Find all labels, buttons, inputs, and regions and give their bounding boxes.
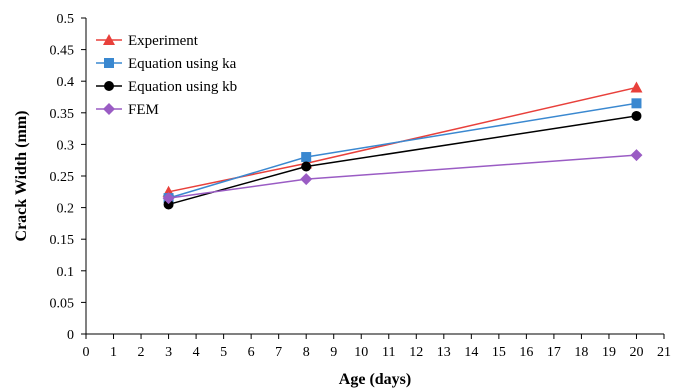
legend-marker (104, 58, 114, 68)
x-tick-label: 19 (602, 345, 616, 360)
y-tick-label: 0.4 (57, 75, 75, 90)
legend-item: Experiment (96, 33, 199, 49)
x-tick-label: 14 (464, 345, 478, 360)
legend: Experiment Equation using ka Equation usin… (96, 33, 237, 118)
y-tick-label: 0.25 (50, 170, 75, 185)
y-tick-label: 0.35 (50, 107, 75, 122)
series-layer (162, 81, 643, 210)
x-tick-label: 18 (574, 345, 588, 360)
x-tick-label: 11 (382, 345, 395, 360)
y-tick-label: 0.1 (57, 265, 75, 280)
x-tick-label: 16 (519, 345, 533, 360)
legend-label: Experiment (128, 33, 199, 49)
data-point (630, 149, 643, 162)
x-tick-label: 1 (110, 345, 117, 360)
x-tick-label: 5 (220, 345, 227, 360)
x-tick-label: 6 (248, 345, 255, 360)
x-tick-label: 0 (83, 345, 90, 360)
legend-marker (103, 34, 115, 45)
legend-item: Equation using kb (96, 79, 237, 95)
series-line (168, 86, 637, 193)
y-tick-label: 0.5 (57, 12, 75, 27)
data-point (163, 199, 174, 210)
legend-marker (104, 81, 114, 91)
x-tick-label: 15 (492, 345, 506, 360)
legend-label: Equation using kb (128, 79, 237, 95)
y-tick-label: 0.2 (57, 202, 75, 217)
data-point (630, 81, 643, 93)
legend-label: Equation using ka (128, 56, 237, 72)
x-tick-label: 12 (409, 345, 423, 360)
x-tick-label: 13 (437, 345, 451, 360)
x-tick-label: 3 (165, 345, 172, 360)
data-point (301, 161, 312, 172)
y-tick-label: 0 (67, 328, 74, 343)
x-tick-label: 20 (629, 345, 643, 360)
y-tick-label: 0.3 (57, 138, 75, 153)
series-3 (162, 149, 643, 205)
legend-item: FEM (96, 102, 159, 118)
x-tick-label: 4 (193, 345, 200, 360)
x-tick-label: 9 (330, 345, 337, 360)
x-tick-label: 17 (547, 345, 561, 360)
data-point (631, 98, 642, 109)
legend-item: Equation using ka (96, 56, 237, 72)
y-tick-label: 0.05 (50, 296, 75, 311)
y-tick-label: 0.15 (50, 233, 75, 248)
series-1 (163, 98, 642, 204)
x-tick-label: 7 (275, 345, 282, 360)
series-line (168, 102, 637, 199)
x-tick-label: 8 (303, 345, 310, 360)
x-tick-label: 10 (354, 345, 368, 360)
data-point (301, 152, 312, 163)
y-tick-label: 0.45 (50, 44, 75, 59)
legend-label: FEM (128, 102, 159, 118)
x-axis-title: Age (days) (339, 371, 411, 388)
data-point (631, 110, 642, 121)
data-point (162, 192, 175, 205)
x-tick-label: 21 (657, 345, 671, 360)
legend-marker (103, 103, 115, 115)
axes: 0 1 2 3 4 5 6 7 8 9 10 11 12 13 14 15 16 17 18 19 20 2100.050… (50, 12, 672, 360)
data-point (300, 173, 313, 186)
series-0 (162, 81, 643, 197)
y-axis-title: Crack Width (mm) (13, 111, 30, 242)
x-tick-label: 2 (138, 345, 145, 360)
